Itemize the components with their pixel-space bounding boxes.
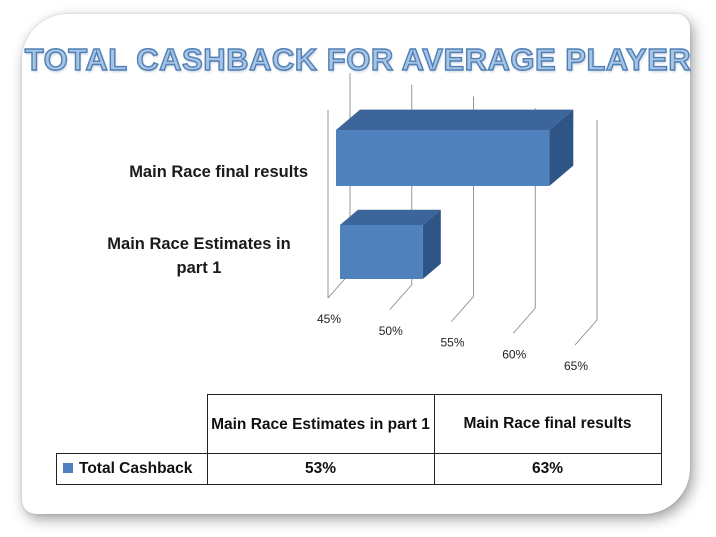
chart-bars xyxy=(336,109,574,279)
table-cell-estimates: 53% xyxy=(206,453,435,485)
bar-side-face xyxy=(549,109,574,186)
table-corner-cell xyxy=(56,394,208,454)
x-tick-label: 55% xyxy=(440,336,464,350)
category-label-final: Main Race final results xyxy=(129,163,308,181)
chart-title: TOTAL CASHBACK FOR AVERAGE PLAYER xyxy=(24,41,692,77)
bar-front-face xyxy=(340,225,423,279)
table-row-label-text: Total Cashback xyxy=(79,460,193,477)
data-table: Main Race Estimates in part 1 Main Race … xyxy=(56,394,662,485)
x-axis-ticks: 45% 50% 55% 60% 65% xyxy=(317,312,588,373)
legend-key-swatch xyxy=(63,463,73,473)
grid-floor-line xyxy=(389,284,413,311)
x-tick-label: 65% xyxy=(564,359,588,373)
table-cell-final: 63% xyxy=(433,453,662,485)
bar-top-face xyxy=(336,109,574,130)
x-tick-label: 45% xyxy=(317,312,341,326)
grid-floor-line xyxy=(574,319,598,346)
bar-estimates xyxy=(340,209,441,279)
bar-side-face xyxy=(422,209,441,279)
x-tick-label: 60% xyxy=(502,347,526,361)
bar-top-face xyxy=(340,209,441,225)
table-header-estimates: Main Race Estimates in part 1 xyxy=(206,394,435,454)
table-row: Total Cashback 53% 63% xyxy=(56,453,662,485)
grid-floor-line xyxy=(512,307,536,334)
bar-final-results xyxy=(336,109,574,186)
table-row-label: Total Cashback xyxy=(56,453,208,485)
table-header-row: Main Race Estimates in part 1 Main Race … xyxy=(56,394,662,454)
bar-front-face xyxy=(336,130,550,186)
category-label-estimates: Main Race Estimates in part 1 xyxy=(107,235,291,277)
table-header-final: Main Race final results xyxy=(433,394,662,454)
x-tick-label: 50% xyxy=(379,324,403,338)
grid-floor-line xyxy=(451,296,474,322)
